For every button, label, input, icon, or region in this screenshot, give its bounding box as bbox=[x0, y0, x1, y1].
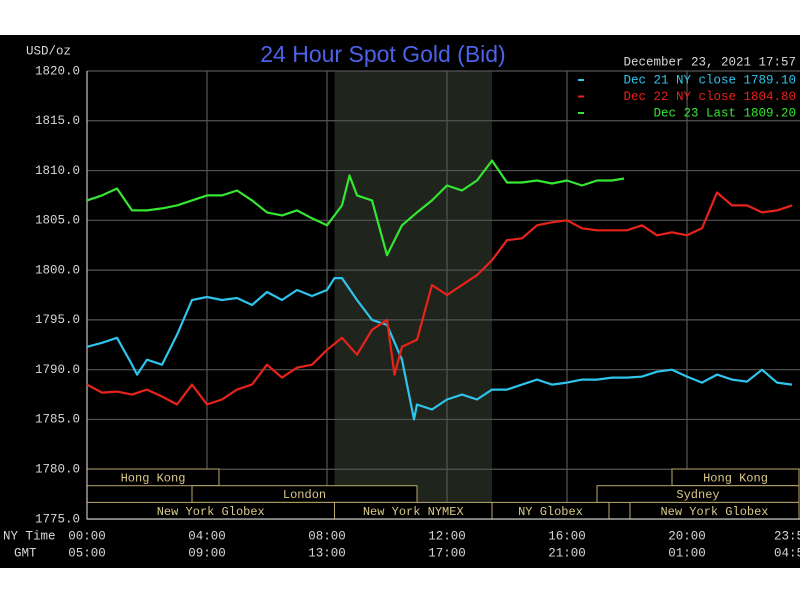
x-tick-label: 20:00 bbox=[668, 529, 706, 543]
x-tick-label: 00:00 bbox=[68, 529, 106, 543]
session-label: Hong Kong bbox=[703, 472, 768, 486]
legend-label: Dec 22 NY close 1804.80 bbox=[623, 90, 796, 104]
x-tick-label: 04:00 bbox=[188, 529, 226, 543]
gmt-tick-label: 21:00 bbox=[548, 546, 586, 560]
legend-label: Dec 23 Last 1809.20 bbox=[653, 106, 796, 120]
session-label: New York Globex bbox=[660, 505, 768, 519]
y-tick-label: 1795.0 bbox=[35, 313, 80, 327]
x-tick-label: 08:00 bbox=[308, 529, 346, 543]
x-row-label: NY Time bbox=[3, 529, 56, 543]
x-tick-label: 12:00 bbox=[428, 529, 466, 543]
session-label: New York NYMEX bbox=[363, 505, 464, 519]
gmt-tick-label: 04:5 bbox=[774, 546, 800, 560]
session-label: London bbox=[283, 488, 326, 502]
timestamp: December 23, 2021 17:57 bbox=[623, 55, 796, 69]
gmt-tick-label: 13:00 bbox=[308, 546, 346, 560]
x-row-label: GMT bbox=[14, 546, 37, 560]
y-tick-label: 1810.0 bbox=[35, 164, 80, 178]
y-tick-label: 1805.0 bbox=[35, 214, 80, 228]
y-tick-label: 1785.0 bbox=[35, 413, 80, 427]
chart-title: 24 Hour Spot Gold (Bid) bbox=[260, 41, 505, 67]
x-tick-label: 16:00 bbox=[548, 529, 586, 543]
y-tick-label: 1790.0 bbox=[35, 363, 80, 377]
y-tick-label: 1815.0 bbox=[35, 114, 80, 128]
gmt-tick-label: 01:00 bbox=[668, 546, 706, 560]
series-line bbox=[86, 191, 793, 406]
y-tick-label: 1800.0 bbox=[35, 263, 80, 277]
gmt-tick-label: 05:00 bbox=[68, 546, 106, 560]
legend-label: Dec 21 NY close 1789.10 bbox=[623, 73, 796, 87]
gmt-tick-label: 09:00 bbox=[188, 546, 226, 560]
session-label: New York Globex bbox=[157, 505, 265, 519]
y-tick-label: 1775.0 bbox=[35, 512, 80, 526]
series-line bbox=[86, 277, 793, 421]
gmt-tick-label: 17:00 bbox=[428, 546, 466, 560]
shaded-region bbox=[334, 71, 492, 519]
series-line bbox=[86, 159, 625, 257]
session-label: Sydney bbox=[676, 488, 719, 502]
session-label: NY Globex bbox=[518, 505, 583, 519]
y-tick-label: 1820.0 bbox=[35, 64, 80, 78]
y-tick-label: 1780.0 bbox=[35, 463, 80, 477]
x-tick-label: 23:5 bbox=[774, 529, 800, 543]
session-label: Hong Kong bbox=[121, 472, 186, 486]
y-axis-label: USD/oz bbox=[26, 44, 71, 58]
